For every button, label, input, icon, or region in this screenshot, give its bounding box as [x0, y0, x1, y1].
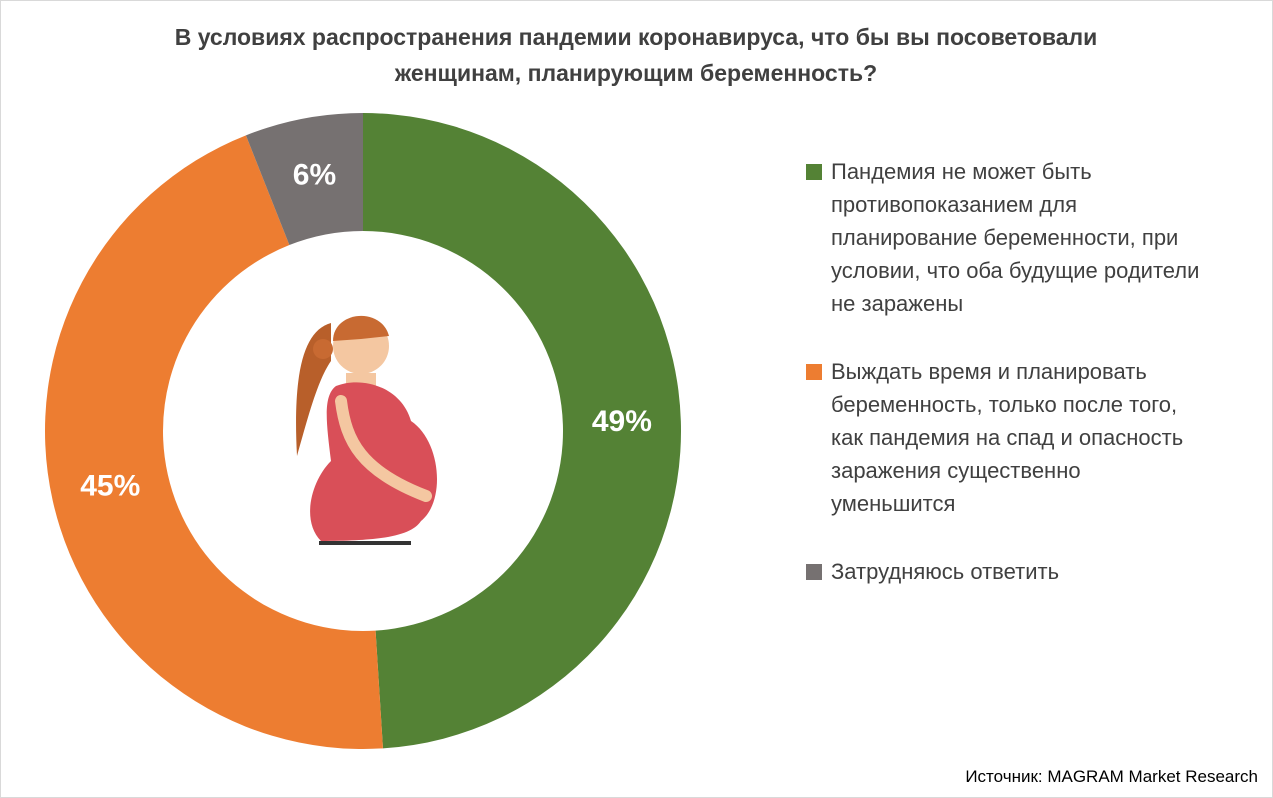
pregnant-icon: [296, 315, 438, 545]
source: Источник: MAGRAM Market Research: [965, 767, 1258, 786]
slice: [45, 135, 383, 750]
legend: Пандемия не может быть противопоказанием…: [806, 155, 1201, 623]
legend-label: Затрудняюсь ответить: [831, 559, 1060, 584]
legend-label: Пандемия не может быть противопоказанием…: [831, 159, 1200, 316]
legend-item: Затрудняюсь ответить: [806, 555, 1201, 588]
slice: [245, 113, 363, 246]
legend-swatch: [806, 164, 822, 180]
chart-title: В условиях распространения пандемии коро…: [174, 24, 1098, 86]
legend-item: Выждать время и планировать беременность…: [806, 355, 1201, 520]
value-label: 45%: [80, 469, 140, 502]
chart: 49% 45% 6%: [45, 113, 681, 750]
value-label: 49%: [592, 405, 652, 438]
legend-swatch: [806, 564, 822, 580]
legend-label: Выждать время и планировать беременность…: [831, 359, 1184, 516]
legend-swatch: [806, 364, 822, 380]
legend-item: Пандемия не может быть противопоказанием…: [806, 155, 1201, 320]
value-label: 6%: [293, 159, 336, 192]
slice: [363, 113, 681, 749]
